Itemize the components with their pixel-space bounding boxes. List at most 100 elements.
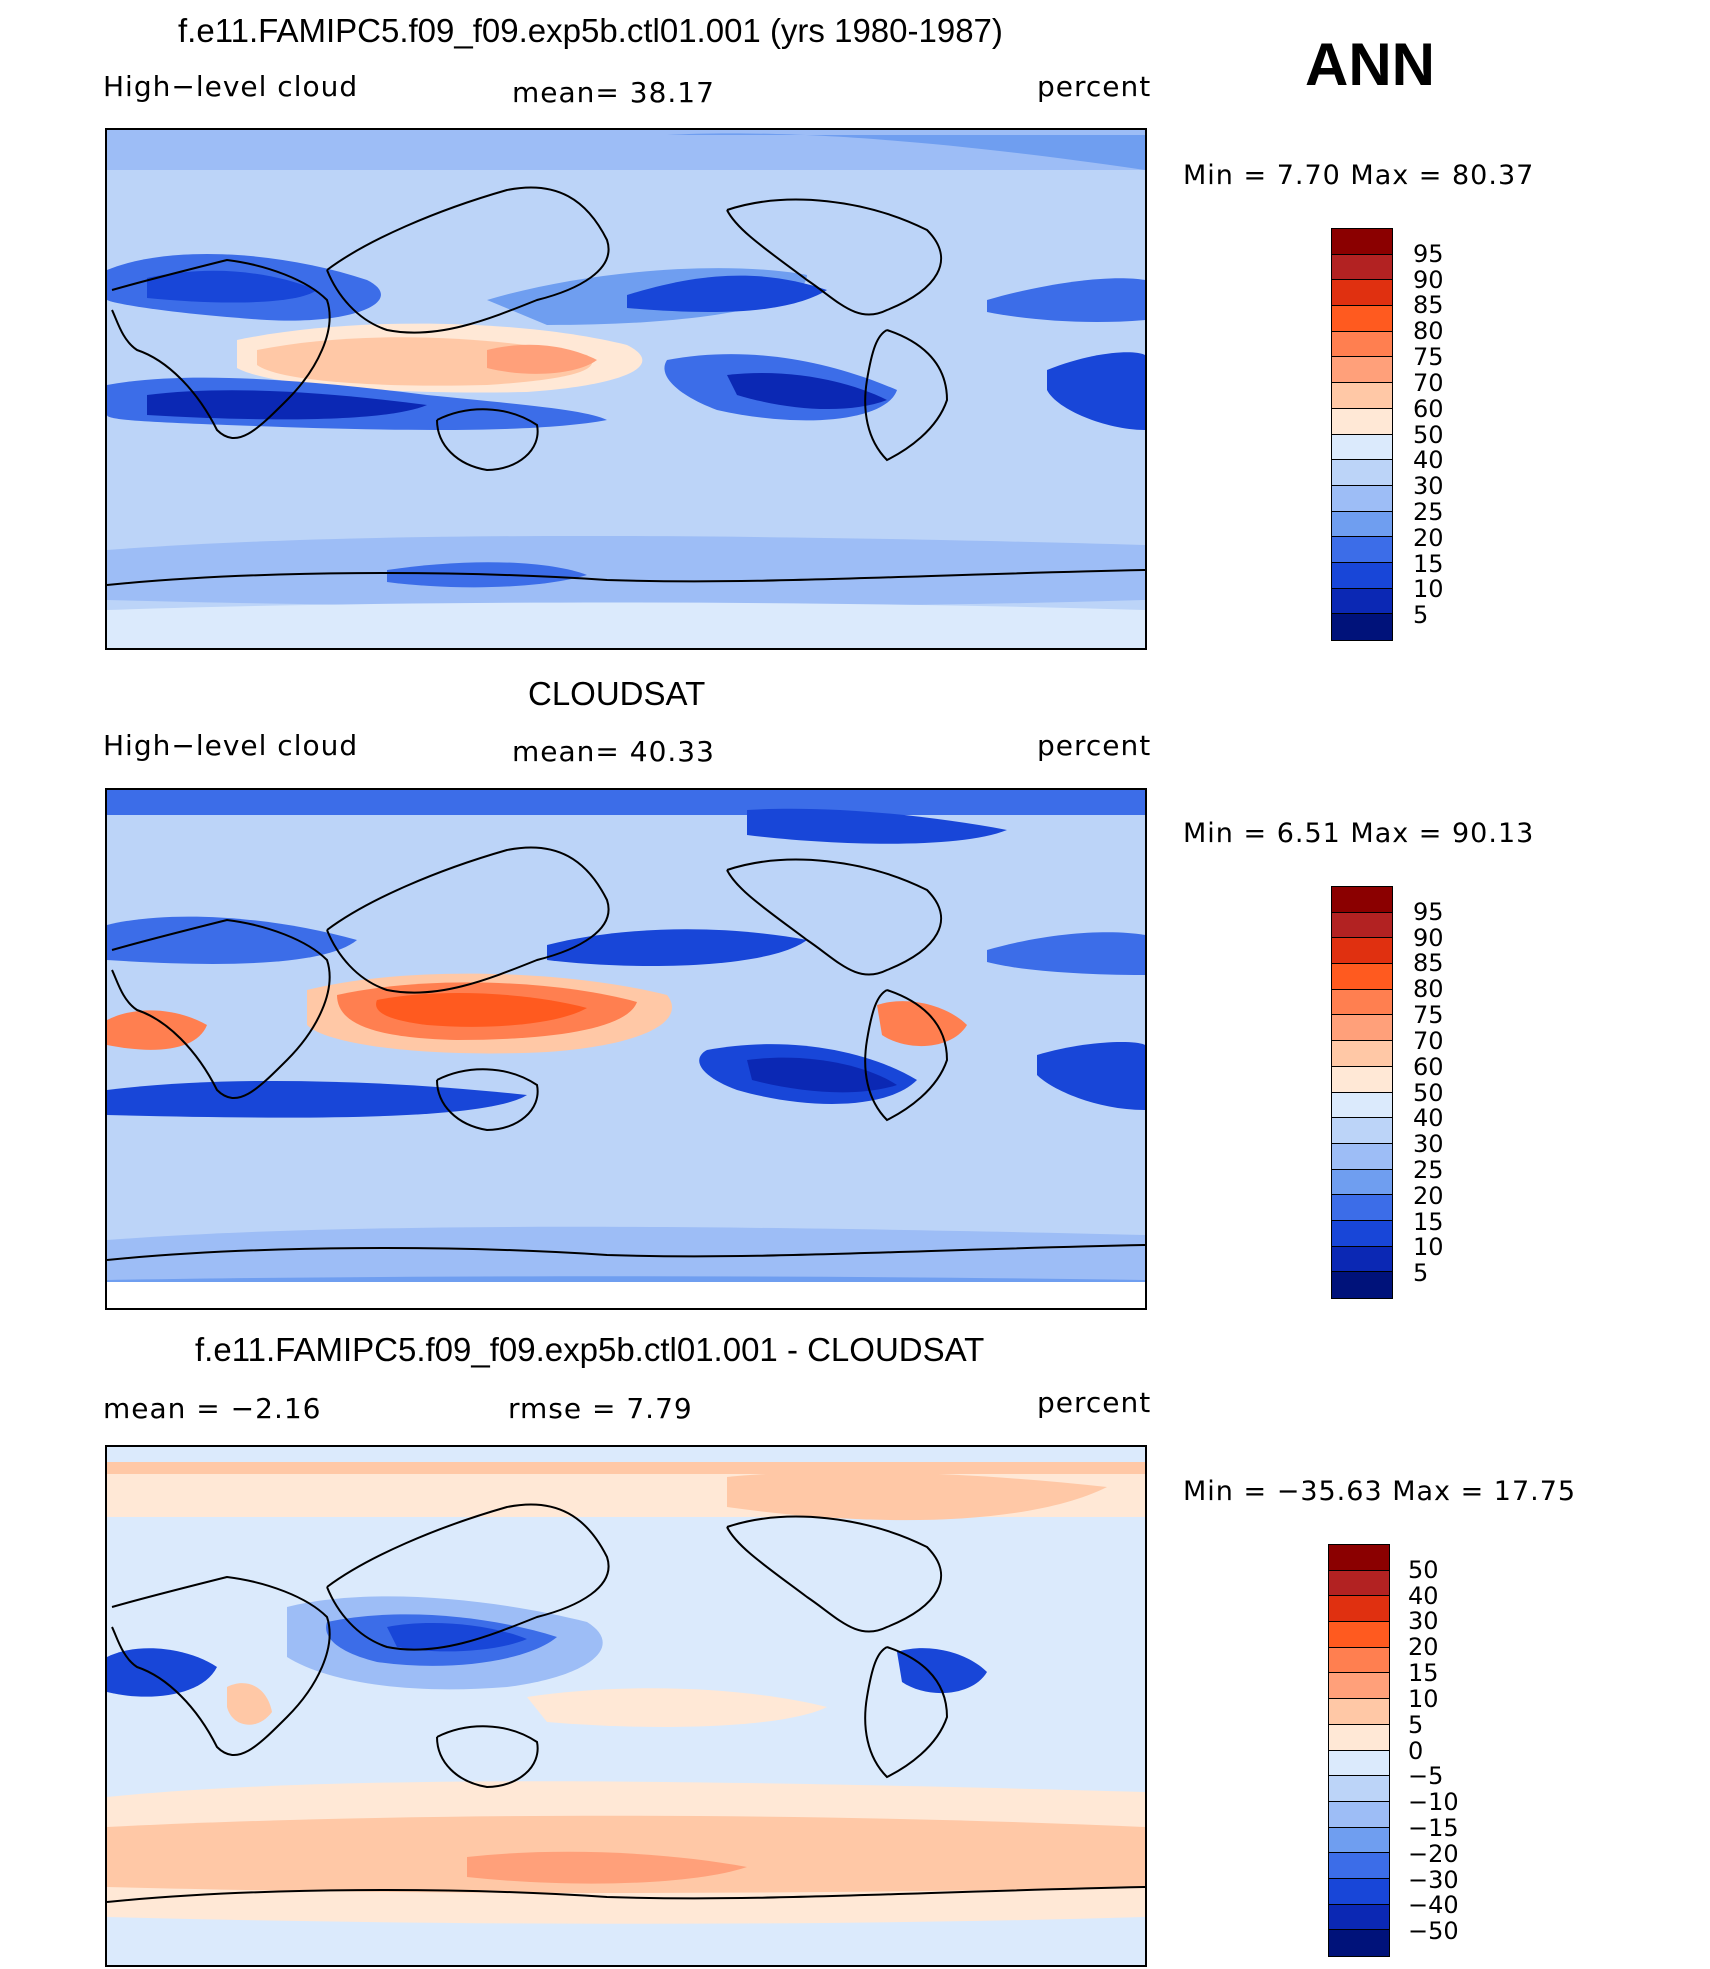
panel3-map-svg: [107, 1447, 1145, 1965]
panel3-amazon-negative: [897, 1648, 987, 1694]
panel1-arctic-low: [667, 133, 1145, 170]
colorbar-segment: [1329, 1801, 1389, 1828]
panel2-cbar-label: 30: [1413, 1130, 1444, 1159]
panel3-cbar-label: −15: [1408, 1813, 1459, 1842]
colorbar-segment: [1329, 1622, 1389, 1648]
panel3-east-africa-positive: [227, 1683, 272, 1725]
panel2-units-label: percent: [1037, 729, 1152, 762]
colorbar-segment: [1332, 938, 1392, 965]
panel3-cbar-label: 15: [1408, 1659, 1439, 1688]
panel1-mean-label: mean= 38.17: [512, 76, 715, 109]
panel3-coast-south-america: [864, 1646, 949, 1779]
panel3-cbar-label: 30: [1408, 1607, 1439, 1636]
colorbar-segment: [1332, 254, 1392, 281]
panel3-arctic-warm: [107, 1462, 1145, 1474]
panel2-cbar-label: 70: [1413, 1026, 1444, 1055]
panel3-coastlines: [107, 1503, 1145, 1903]
colorbar-segment: [1332, 280, 1392, 307]
panel1-cbar-label: 60: [1413, 394, 1444, 423]
panel2-title: CLOUDSAT: [528, 675, 706, 712]
panel2-variable-label: High−level cloud: [103, 729, 359, 762]
colorbar-segment: [1332, 1246, 1392, 1273]
colorbar-segment: [1332, 1272, 1392, 1298]
panel2-north-africa-low: [107, 916, 357, 964]
colorbar-segment: [1332, 562, 1392, 589]
panel3-coast-asia: [326, 1503, 610, 1651]
panel2-cbar-label: 15: [1413, 1207, 1444, 1236]
panel1-north-atlantic-low: [987, 278, 1145, 323]
panel1-cbar-label: 70: [1413, 368, 1444, 397]
panel3-cbar-label: 0: [1408, 1736, 1424, 1765]
colorbar-segment: [1329, 1853, 1389, 1879]
colorbar-segment: [1332, 989, 1392, 1016]
panel1-map: [105, 128, 1147, 650]
colorbar-segment: [1329, 1904, 1389, 1931]
panel3-cbar-label: −5: [1408, 1762, 1444, 1791]
panel1-antarctic-band: [107, 602, 1145, 648]
panel1-coast-south-america: [864, 329, 949, 462]
panel1-cbar-label: 85: [1413, 291, 1444, 320]
panel1-cbar-label: 15: [1413, 549, 1444, 578]
season-label: ANN: [1305, 31, 1435, 98]
panel2-south-indian-low: [107, 1080, 527, 1118]
panel1-south-indian-core: [147, 390, 427, 420]
panel3-cbar-label: 20: [1408, 1633, 1439, 1662]
panel3-cbar-label: 10: [1408, 1684, 1439, 1713]
colorbar-segment: [1332, 485, 1392, 512]
panel3-africa-negative: [107, 1648, 217, 1697]
panel1-cbar-label: 50: [1413, 420, 1444, 449]
panel1-coast-asia: [326, 186, 610, 334]
panel1-warm-pool-core: [487, 344, 597, 374]
panel2-missing-data: [107, 1282, 1145, 1308]
panel3-cbar-label: 50: [1408, 1555, 1439, 1584]
panel1-coast-antarctica: [107, 569, 1145, 586]
colorbar-segment: [1332, 434, 1392, 461]
colorbar-segment: [1329, 1827, 1389, 1854]
panel3-southern-ocean-core: [467, 1851, 747, 1884]
panel1-minmax: Min = 7.70 Max = 80.37: [1183, 160, 1535, 191]
colorbar-segment: [1332, 511, 1392, 538]
panel2-coastlines: [107, 846, 1145, 1261]
colorbar-segment: [1332, 408, 1392, 435]
panel2-coast-north-america: [726, 858, 943, 976]
panel3-units-label: percent: [1037, 1386, 1152, 1419]
panel1-north-pacific-core: [627, 275, 827, 313]
panel1-cbar-label: 30: [1413, 472, 1444, 501]
panel1-south-atlantic-low: [1047, 352, 1145, 430]
panel2-cbar-label: 10: [1413, 1233, 1444, 1262]
colorbar-segment: [1332, 460, 1392, 486]
panel2-cbar-label: 5: [1413, 1259, 1429, 1288]
panel1-cbar-label: 20: [1413, 523, 1444, 552]
panel2-map-svg: [107, 790, 1145, 1308]
colorbar-segment: [1329, 1570, 1389, 1597]
colorbar-segment: [1332, 306, 1392, 332]
panel3-cbar-label: −10: [1408, 1788, 1459, 1817]
panel3-cbar-label: −20: [1408, 1839, 1459, 1868]
panel2-north-pacific-low: [547, 929, 807, 966]
colorbar-segment: [1332, 887, 1392, 913]
colorbar-segment: [1332, 383, 1392, 409]
panel2-cbar-label: 80: [1413, 975, 1444, 1004]
panel3-mean-label: mean = −2.16: [103, 1392, 322, 1425]
panel1-cbar-label: 5: [1413, 601, 1429, 630]
panel2-coast-antarctica: [107, 1244, 1145, 1261]
panel2-north-atlantic-low: [987, 932, 1145, 975]
colorbar-segment: [1329, 1596, 1389, 1623]
panel1-north-africa-core: [147, 270, 317, 303]
panel1-map-svg: [107, 130, 1145, 648]
panel3-arctic-positive: [727, 1471, 1107, 1521]
panel2-cbar-label: 50: [1413, 1078, 1444, 1107]
panel3-cbar-label: 5: [1408, 1710, 1424, 1739]
panel1-cbar-label: 75: [1413, 343, 1444, 372]
colorbar-segment: [1332, 331, 1392, 358]
panel2-se-pacific-core: [747, 1057, 897, 1093]
panel1-cbar-label: 25: [1413, 497, 1444, 526]
panel2-coast-south-america: [864, 989, 949, 1122]
panel2-mean-label: mean= 40.33: [512, 735, 715, 768]
colorbar-segment: [1329, 1724, 1389, 1751]
colorbar-segment: [1332, 357, 1392, 384]
panel2-cbar-label: 75: [1413, 1001, 1444, 1030]
panel1-colorbar: [1331, 228, 1393, 641]
colorbar-segment: [1332, 912, 1392, 939]
panel2-cbar-label: 95: [1413, 897, 1444, 926]
